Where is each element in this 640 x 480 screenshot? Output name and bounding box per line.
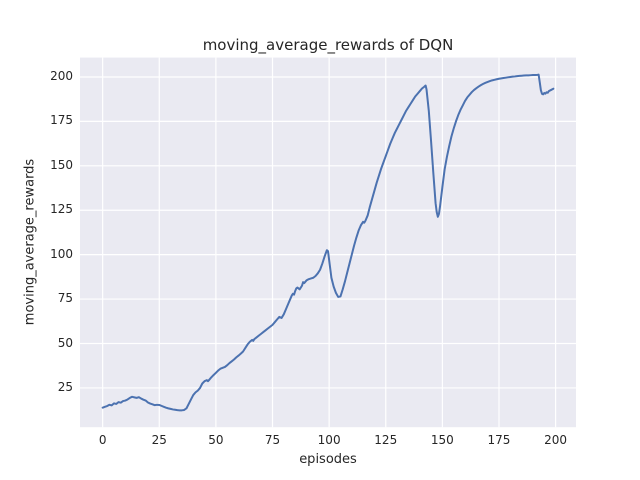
- y-tick-label: 100: [50, 246, 73, 261]
- x-tick-label: 175: [487, 433, 511, 447]
- x-tick-label: 0: [98, 433, 107, 447]
- y-tick-label: 125: [50, 202, 73, 217]
- y-tick-label: 50: [57, 335, 73, 350]
- x-tick-label: 50: [208, 433, 224, 447]
- y-tick-label: 75: [57, 291, 73, 306]
- y-tick-label: 200: [50, 68, 73, 83]
- data-line: [101, 73, 555, 412]
- x-tick-label: 125: [374, 433, 398, 447]
- plot-area: [80, 57, 576, 428]
- x-tick-label: 200: [544, 433, 568, 447]
- x-tick-label: 100: [317, 433, 341, 447]
- x-tick-label: 75: [264, 433, 281, 447]
- y-tick-label: 25: [57, 379, 73, 394]
- chart-title: moving_average_rewards of DQN: [202, 36, 454, 54]
- y-tick-label: 150: [50, 157, 73, 172]
- x-tick-label: 150: [430, 433, 454, 447]
- y-tick-label: 175: [50, 113, 73, 128]
- x-axis-label: episodes: [299, 452, 357, 467]
- x-tick-label: 25: [151, 433, 167, 447]
